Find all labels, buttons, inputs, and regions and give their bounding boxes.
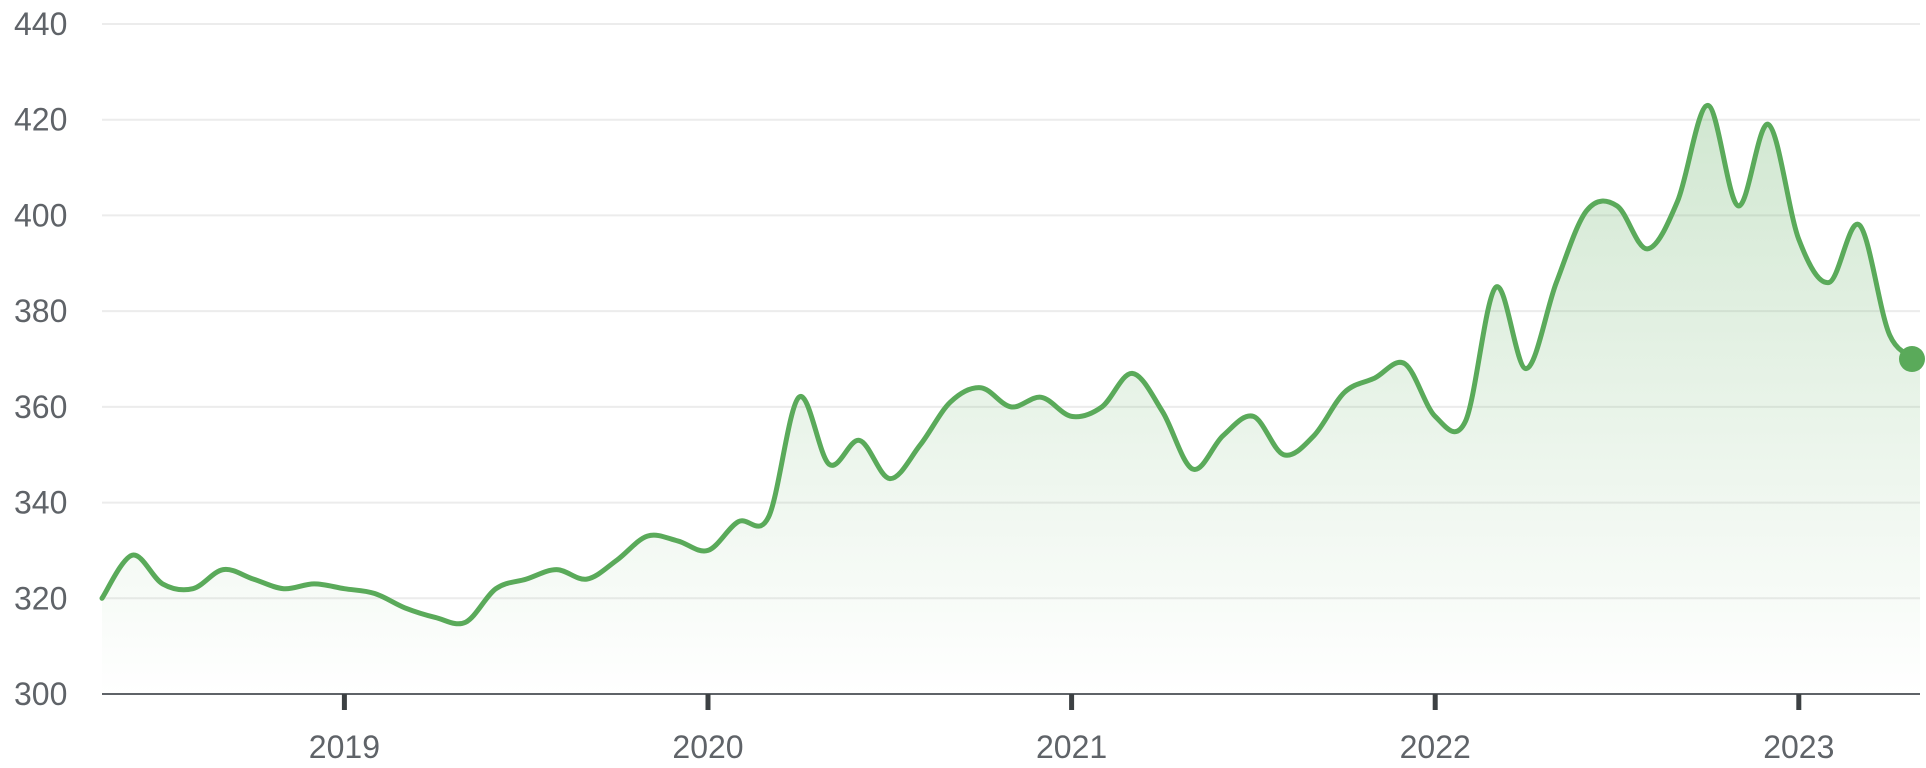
y-tick-label: 320 (14, 580, 67, 616)
last-point-marker (1899, 346, 1925, 372)
series-area (102, 105, 1920, 695)
x-tick-label: 2023 (1763, 729, 1834, 765)
x-tick-label: 2021 (1036, 729, 1107, 765)
x-axis (102, 693, 1920, 710)
x-tick-label: 2020 (672, 729, 743, 765)
y-axis-tick-labels: 300 320 340 360 380 400 420 440 (14, 6, 67, 712)
y-tick-label: 300 (14, 676, 67, 712)
series-line-path (99, 102, 1923, 627)
y-tick-label: 360 (14, 389, 67, 425)
y-tick-label: 340 (14, 485, 67, 521)
series-area-fill (102, 105, 1920, 695)
y-tick-label: 420 (14, 102, 67, 138)
x-axis-tick-labels: 2019 2020 2021 2022 2023 (309, 729, 1835, 765)
x-tick-label: 2019 (309, 729, 380, 765)
last-point-dot (1899, 346, 1925, 372)
y-tick-label: 380 (14, 293, 67, 329)
series-line (99, 102, 1923, 627)
y-tick-label: 400 (14, 197, 67, 233)
y-tick-label: 440 (14, 6, 67, 42)
x-tick-label: 2022 (1400, 729, 1471, 765)
